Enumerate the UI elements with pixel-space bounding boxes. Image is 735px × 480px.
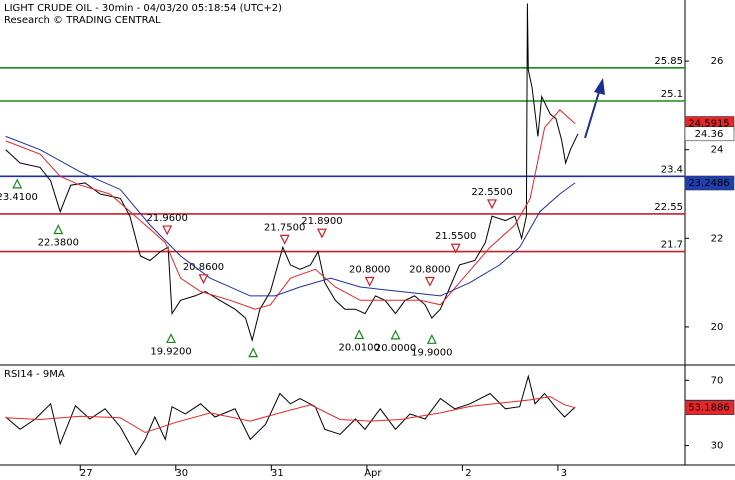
series-line: [5, 109, 576, 310]
price-tag: [684, 400, 735, 416]
level-label: 23.4: [661, 164, 683, 175]
y-tick-label: 22: [711, 233, 724, 244]
arrow-head: [594, 78, 605, 95]
x-tick-label: 30: [175, 468, 188, 479]
chart-subtitle: Research © TRADING CENTRAL: [4, 15, 161, 26]
low-label: 23.4100: [0, 192, 38, 203]
high-marker: [450, 243, 461, 254]
low-label: 19.9000: [411, 347, 452, 358]
y-tick-label: 24: [711, 145, 724, 156]
low-marker: [426, 333, 437, 344]
x-tick-label: 2: [465, 468, 471, 479]
price-tag-label: 23.2486: [688, 178, 729, 189]
high-marker: [316, 228, 327, 239]
price-tag: [684, 126, 735, 142]
y-tick-label: 26: [711, 56, 724, 67]
arrow-shaft: [584, 91, 600, 139]
price-tag-label: 24.5915: [688, 119, 729, 130]
level-label: 22.55: [654, 202, 683, 213]
low-marker: [354, 329, 365, 340]
y-tick-label: 20: [711, 322, 724, 333]
low-label: 22.3800: [38, 237, 79, 248]
x-tick-label: Apr: [364, 468, 382, 479]
price-tag: [684, 175, 735, 191]
y-tick-label: 30: [711, 441, 724, 452]
level-label: 21.7: [661, 240, 683, 251]
high-marker: [487, 199, 497, 210]
series-line: [5, 374, 576, 456]
low-marker: [390, 329, 401, 340]
low-label: 19.9200: [150, 346, 191, 357]
chart-title: RSI14 - 9MA: [4, 369, 65, 380]
high-label: 21.7500: [264, 222, 305, 233]
series-line: [5, 396, 576, 434]
high-label: 21.5500: [435, 231, 476, 242]
price-tag-label: 53.1886: [688, 403, 729, 414]
high-label: 21.9600: [147, 213, 188, 224]
high-label: 21.8900: [301, 216, 342, 227]
high-marker: [279, 234, 290, 245]
x-tick-label: 3: [561, 468, 567, 479]
y-tick-label: 70: [711, 375, 724, 386]
high-label: 20.8600: [183, 262, 224, 273]
forecast-arrow: [584, 78, 605, 139]
low-marker: [53, 224, 64, 235]
low-marker: [248, 347, 259, 358]
low-label: 20.0100: [339, 342, 380, 353]
high-marker: [162, 225, 173, 236]
chart-title: LIGHT CRUDE OIL - 30min - 04/03/20 05:18…: [4, 3, 282, 14]
level-label: 25.85: [654, 56, 683, 67]
high-marker: [424, 276, 435, 287]
level-label: 25.1: [661, 89, 683, 100]
high-label: 20.8000: [349, 264, 390, 275]
x-tick-label: 31: [271, 468, 284, 479]
high-marker: [364, 276, 375, 287]
low-marker: [166, 333, 176, 344]
series-line: [5, 3, 579, 343]
x-tick-label: 27: [80, 468, 93, 479]
series-line: [5, 135, 576, 297]
low-label: 20.0000: [375, 343, 416, 354]
low-marker: [12, 178, 23, 189]
high-marker: [198, 274, 209, 285]
price-tag-label: 24.36: [695, 129, 724, 140]
high-label: 22.5500: [471, 187, 512, 198]
high-label: 20.8000: [409, 264, 450, 275]
